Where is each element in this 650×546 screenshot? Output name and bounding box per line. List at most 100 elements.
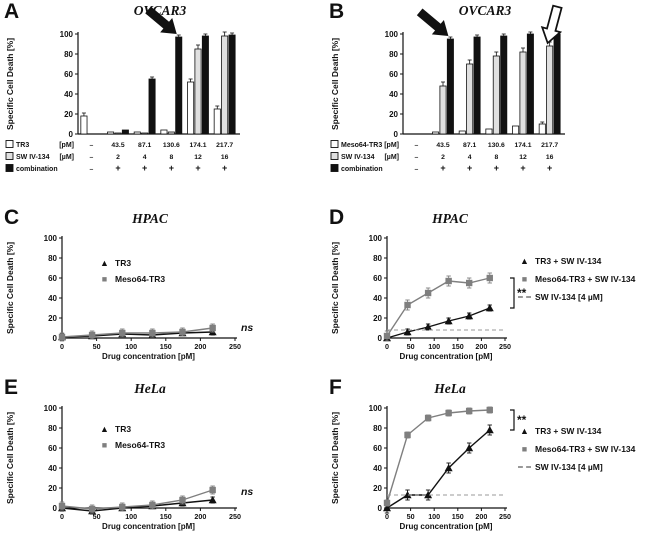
svg-text:130.6: 130.6 [488,142,505,149]
dashed-line-icon [518,296,531,298]
panel-letter-d: D [329,206,345,229]
svg-text:[µM]: [µM] [384,154,399,161]
svg-text:Specific Cell Death [%]: Specific Cell Death [%] [330,38,340,130]
svg-text:+: + [440,163,445,173]
bar-chart-ovcar3-meso64: 0 20 40 60 80 100 Specific Cell Death [%] Meso6… [330,4,565,173]
panel-title-c: HPAC [132,211,168,226]
legend-item-label: Meso64-TR3 + SW IV-134 [535,274,636,284]
svg-text:60: 60 [389,70,398,79]
svg-text:87.1: 87.1 [463,142,476,149]
svg-text:Specific Cell Death [%]: Specific Cell Death [%] [5,242,15,334]
legend-item-label: SW IV-134 [4 µM] [535,292,603,302]
svg-text:40: 40 [48,294,57,303]
legend-item: ▲ TR3 + SW IV-134 [518,256,650,266]
panel-title-e: HeLa [134,381,166,396]
svg-text:50: 50 [93,342,101,351]
svg-text:+: + [169,163,174,173]
square-marker-icon: ■ [521,443,528,454]
svg-text:12: 12 [194,154,202,161]
line-chart-hpac-single: 0 20 40 60 80 100 0 50 100 150 200 250 Drug concentr… [5,234,253,361]
svg-text:4: 4 [143,154,147,161]
svg-text:40: 40 [64,90,73,99]
svg-text:0: 0 [378,504,383,513]
svg-text:–: – [414,166,418,173]
svg-text:–: – [89,154,93,161]
svg-text:80: 80 [48,424,57,433]
svg-text:200: 200 [194,512,206,521]
svg-text:100: 100 [44,404,58,413]
svg-text:100: 100 [44,234,58,243]
svg-text:0: 0 [53,334,58,343]
legend-item: ▲ TR3 + SW IV-134 [518,426,650,436]
svg-text:0: 0 [60,342,64,351]
panel-letter-a: A [4,0,20,23]
svg-text:20: 20 [64,110,73,119]
svg-text:87.1: 87.1 [138,142,151,149]
legend-item: ■ Meso64-TR3 + SW IV-134 [518,444,650,454]
svg-text:80: 80 [64,50,73,59]
svg-text:Specific Cell Death [%]: Specific Cell Death [%] [330,242,340,334]
svg-text:+: + [467,163,472,173]
svg-text:174.1: 174.1 [189,142,206,149]
svg-text:ns: ns [241,486,253,498]
svg-text:60: 60 [48,444,57,453]
svg-text:20: 20 [389,110,398,119]
legend-item-label: TR3 + SW IV-134 [535,426,602,436]
panel-d: D HPAC 0 20 40 60 80 100 0 50 100 150 200 250 Drug c… [325,206,650,376]
line-chart-hela-combo: 0 20 40 60 80 100 0 50 100 150 200 250 Drug concentr… [330,404,527,531]
legend-item-label: Meso64-TR3 [115,440,166,450]
svg-text:Drug concentration [pM]: Drug concentration [pM] [400,352,493,361]
legend-item: SW IV-134 [4 µM] [518,292,650,302]
square-marker-icon: ■ [101,273,108,284]
svg-text:50: 50 [407,512,415,521]
svg-text:–: – [414,154,418,161]
svg-text:8: 8 [494,154,498,161]
svg-text:80: 80 [389,50,398,59]
svg-text:Meso64-TR3: Meso64-TR3 [341,142,382,149]
panel-f: F HeLa 0 20 40 60 80 100 0 50 100 150 200 250 Drug c… [325,376,650,546]
chart-legend-c: ▲ TR3 ■ Meso64-TR3 [98,258,165,290]
panel-letter-c: C [4,206,20,229]
panel-title-a: OVCAR3 [133,3,187,18]
panel-b: B OVCAR3 0 20 40 60 80 100 Specific Cell Death… [325,0,650,206]
square-marker-icon: ■ [101,439,108,450]
svg-text:200: 200 [475,512,487,521]
svg-text:100: 100 [369,234,383,243]
panel-letter-e: E [4,376,19,399]
svg-text:20: 20 [373,484,382,493]
svg-text:[pM]: [pM] [59,142,74,149]
svg-text:SW IV-134: SW IV-134 [341,154,375,161]
svg-text:100: 100 [125,512,137,521]
svg-text:Specific Cell Death [%]: Specific Cell Death [%] [330,412,340,504]
panel-c: C HPAC 0 20 40 60 80 100 0 50 100 150 200 250 Drug c… [0,206,325,376]
panel-title-b: OVCAR3 [458,3,512,18]
legend-item-label: Meso64-TR3 [115,274,166,284]
bar-chart-ovcar3-tr3: 0 20 40 60 80 100 Specific Cell Death [%] TR3 [p… [5,6,240,173]
svg-text:250: 250 [499,512,511,521]
svg-text:combination: combination [16,166,58,173]
svg-text:100: 100 [125,342,137,351]
legend-item-label: Meso64-TR3 + SW IV-134 [535,444,636,454]
svg-text:Drug concentration [pM]: Drug concentration [pM] [102,352,195,361]
svg-text:80: 80 [373,424,382,433]
panel-title-d: HPAC [432,211,468,226]
svg-text:130.6: 130.6 [163,142,180,149]
svg-text:2: 2 [116,154,120,161]
svg-text:–: – [89,166,93,173]
svg-text:150: 150 [160,512,172,521]
line-chart-hpac-combo: 0 20 40 60 80 100 0 50 100 150 200 250 Drug concentr… [330,234,527,361]
svg-text:0: 0 [60,512,64,521]
legend-item: ■ Meso64-TR3 + SW IV-134 [518,274,650,284]
legend-item: ■ Meso64-TR3 [98,274,165,284]
svg-text:[µM]: [µM] [59,154,74,161]
legend-item: ▲ TR3 [98,258,165,268]
svg-text:+: + [115,163,120,173]
svg-text:100: 100 [428,512,440,521]
legend-item-label: TR3 + SW IV-134 [535,256,602,266]
legend-item-label: TR3 [115,424,132,434]
svg-text:8: 8 [169,154,173,161]
svg-text:0: 0 [385,342,389,351]
svg-text:+: + [494,163,499,173]
svg-text:60: 60 [373,444,382,453]
